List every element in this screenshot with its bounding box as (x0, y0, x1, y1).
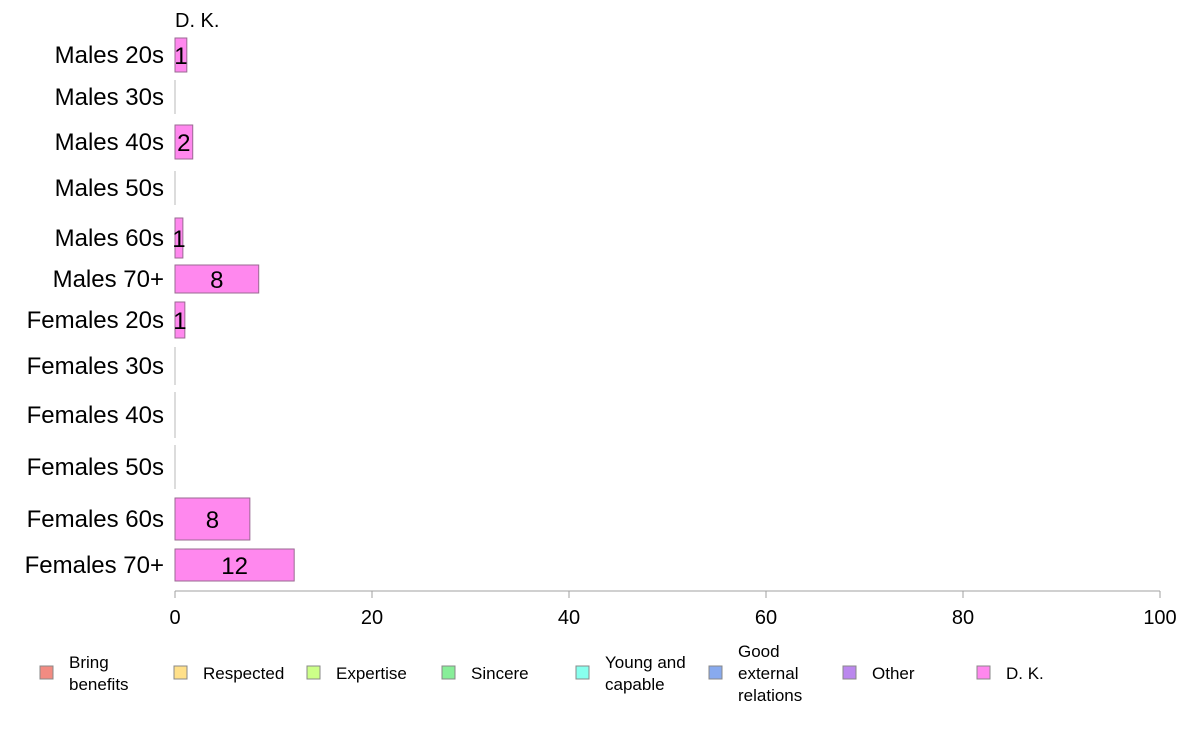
x-axis: 0 20 40 60 80 100 (169, 590, 1177, 629)
legend: Bring benefits Respected Expertise Sincere Yo… (39, 642, 1044, 705)
data-label: 2 (177, 130, 190, 157)
bar (174, 37, 188, 73)
category-label: Females 60s (27, 506, 164, 533)
data-label: 8 (210, 267, 223, 294)
legend-label: Expertise (336, 664, 407, 683)
x-tick-label: 40 (558, 607, 580, 629)
legend-swatch (842, 665, 857, 680)
data-label: 1 (173, 308, 186, 335)
legend-swatch (976, 665, 991, 680)
category-label: Females 40s (27, 402, 164, 429)
data-label: 8 (206, 507, 219, 534)
data-label: 1 (174, 43, 187, 70)
data-label: 1 (172, 226, 185, 253)
category-label: Females 20s (27, 307, 164, 334)
legend-label: D. K. (1006, 664, 1044, 683)
legend-swatch (306, 665, 321, 680)
x-tick-label: 80 (952, 607, 974, 629)
x-tick-label: 60 (755, 607, 777, 629)
category-label: Males 40s (55, 129, 164, 156)
category-label: Males 60s (55, 225, 164, 252)
category-label: Males 50s (55, 175, 164, 202)
x-tick-label: 20 (361, 607, 383, 629)
legend-swatch (39, 665, 54, 680)
bar (174, 497, 251, 541)
legend-swatch (441, 665, 456, 680)
category-label: Females 30s (27, 353, 164, 380)
data-label: 12 (221, 553, 248, 580)
legend-label: Sincere (471, 664, 529, 683)
bar (174, 301, 186, 339)
legend-label: Respected (203, 664, 284, 683)
category-label: Males 20s (55, 42, 164, 69)
series-title: D. K. (175, 10, 219, 32)
legend-label: Good external relations (738, 642, 802, 705)
category-label: Females 70+ (25, 552, 164, 579)
category-label: Males 70+ (53, 266, 164, 293)
category-label: Males 30s (55, 84, 164, 111)
legend-swatch (173, 665, 188, 680)
bars (174, 37, 295, 582)
x-tick-label: 0 (169, 607, 180, 629)
legend-swatch (708, 665, 723, 680)
legend-swatch (575, 665, 590, 680)
bar (174, 264, 260, 294)
legend-label: Bring benefits (69, 653, 129, 694)
legend-label: Young and capable (605, 653, 686, 694)
bar (174, 217, 184, 259)
bar (174, 124, 194, 160)
legend-label: Other (872, 664, 915, 683)
x-tick-label: 100 (1143, 607, 1176, 629)
bar (174, 548, 295, 582)
category-label: Females 50s (27, 454, 164, 481)
category-labels: Males 20s Males 30s Males 40s Males 50s Male… (25, 42, 164, 579)
